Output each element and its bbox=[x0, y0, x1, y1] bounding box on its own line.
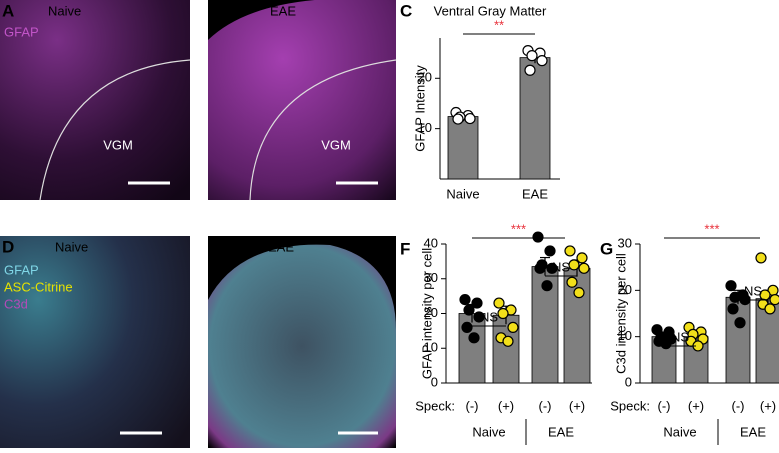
panel-title: EAE bbox=[270, 3, 296, 18]
data-point bbox=[578, 262, 590, 274]
significance-label: NS bbox=[552, 259, 570, 274]
data-point bbox=[452, 113, 464, 125]
y-tick-label: 10 bbox=[424, 340, 438, 355]
data-point bbox=[473, 311, 485, 323]
data-point bbox=[463, 304, 475, 316]
y-tick-label: 30 bbox=[618, 235, 632, 250]
group-label: EAE bbox=[548, 424, 574, 439]
stain-label: GFAP bbox=[4, 262, 39, 277]
data-point bbox=[497, 307, 509, 320]
data-point bbox=[541, 280, 553, 292]
micrograph bbox=[208, 0, 396, 200]
region-label: VGM bbox=[103, 137, 133, 152]
data-point bbox=[546, 262, 558, 274]
panel-label: E bbox=[210, 237, 221, 256]
y-tick-label: 30 bbox=[424, 270, 438, 285]
region-label: VGM bbox=[321, 137, 351, 152]
data-point bbox=[769, 294, 779, 306]
significance-label: ** bbox=[494, 17, 504, 32]
x-prefix: Speck: bbox=[610, 398, 650, 413]
stain-label: C3d bbox=[4, 296, 28, 311]
data-point bbox=[725, 280, 737, 292]
panel-label: G bbox=[600, 239, 613, 258]
micrograph bbox=[208, 244, 396, 448]
y-tick-label: 20 bbox=[418, 70, 432, 85]
data-point bbox=[568, 259, 580, 271]
data-point bbox=[524, 64, 536, 76]
data-point bbox=[464, 112, 476, 125]
bar bbox=[519, 57, 551, 180]
panel-title: Naive bbox=[55, 239, 88, 254]
group-label: Naive bbox=[663, 424, 696, 439]
group-label: EAE bbox=[740, 424, 766, 439]
significance-label: NS bbox=[480, 309, 498, 324]
data-point bbox=[764, 303, 776, 315]
micrograph bbox=[0, 236, 190, 448]
data-point bbox=[727, 303, 739, 315]
y-axis-label: C3d intensity per cell bbox=[613, 253, 628, 374]
panel-title: EAE bbox=[268, 239, 294, 254]
data-point bbox=[507, 321, 519, 333]
data-point bbox=[471, 297, 483, 309]
significance-label: *** bbox=[704, 221, 719, 236]
y-axis-label: GFAP Intensity bbox=[412, 65, 427, 152]
stain-label: ASC-Citrine bbox=[4, 279, 73, 294]
data-point bbox=[755, 252, 767, 264]
x-tick-label: Naive bbox=[446, 186, 479, 201]
data-point bbox=[534, 262, 546, 274]
data-point bbox=[459, 294, 471, 306]
micrograph bbox=[0, 0, 190, 200]
x-prefix: Speck: bbox=[415, 398, 455, 413]
panel-label: C bbox=[400, 1, 412, 20]
panel-label: B bbox=[210, 1, 222, 20]
significance-label: *** bbox=[511, 221, 526, 236]
significance-label: NS bbox=[744, 283, 762, 298]
data-point bbox=[729, 291, 741, 303]
y-axis-label: GFAP intensity per cell bbox=[419, 248, 434, 379]
x-tick-label: (+) bbox=[760, 398, 776, 413]
data-point bbox=[526, 50, 538, 62]
outline bbox=[249, 59, 397, 201]
y-tick-label: 20 bbox=[424, 305, 438, 320]
data-point bbox=[573, 287, 585, 299]
data-point bbox=[536, 55, 548, 67]
x-tick-label: (-) bbox=[658, 398, 671, 413]
bar bbox=[447, 116, 479, 180]
stain-label: GFAP bbox=[4, 24, 39, 39]
data-point bbox=[576, 252, 588, 264]
significance-label: NS bbox=[671, 329, 689, 344]
x-tick-label: (+) bbox=[688, 398, 704, 413]
panel-label: F bbox=[400, 239, 410, 258]
panel-title: Naive bbox=[48, 3, 81, 18]
data-point bbox=[566, 276, 578, 288]
data-point bbox=[564, 245, 576, 257]
y-tick-label: 0 bbox=[625, 374, 632, 389]
x-tick-label: (-) bbox=[732, 398, 745, 413]
y-tick-label: 10 bbox=[618, 328, 632, 343]
data-point bbox=[532, 231, 544, 243]
y-tick-label: 20 bbox=[618, 282, 632, 297]
data-point bbox=[502, 335, 514, 347]
data-point bbox=[468, 332, 480, 344]
x-tick-label: EAE bbox=[522, 186, 548, 201]
x-tick-label: (+) bbox=[498, 398, 514, 413]
y-tick-label: 40 bbox=[424, 235, 438, 250]
data-point bbox=[544, 245, 556, 257]
panel-label: D bbox=[2, 237, 14, 256]
data-point bbox=[734, 317, 746, 329]
data-point bbox=[493, 297, 505, 309]
x-tick-label: (+) bbox=[569, 398, 585, 413]
chart-title: Ventral Gray Matter bbox=[434, 3, 547, 18]
panel-label: A bbox=[2, 1, 14, 20]
data-point bbox=[660, 338, 672, 350]
x-tick-label: (-) bbox=[466, 398, 479, 413]
group-label: Naive bbox=[472, 424, 505, 439]
outline bbox=[39, 59, 191, 201]
data-point bbox=[461, 321, 473, 333]
y-tick-label: 10 bbox=[418, 120, 432, 135]
x-tick-label: (-) bbox=[539, 398, 552, 413]
y-tick-label: 0 bbox=[431, 374, 438, 389]
